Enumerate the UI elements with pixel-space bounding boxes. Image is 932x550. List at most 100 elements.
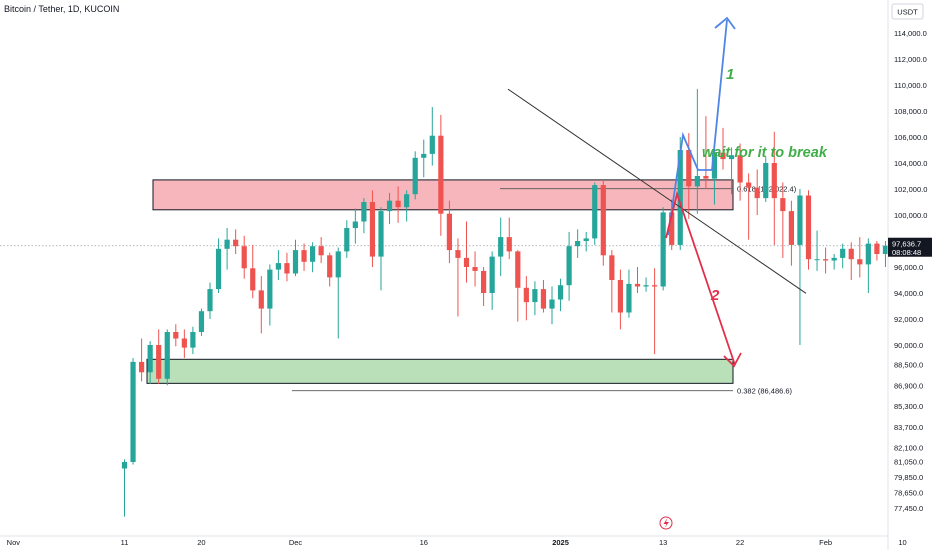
candle — [600, 179, 606, 266]
y-tick-label: 100,000.0 — [894, 211, 927, 220]
candle — [147, 341, 153, 384]
candle — [720, 127, 726, 170]
candle — [481, 267, 487, 306]
candle — [506, 217, 512, 260]
candle — [737, 143, 743, 201]
candle-body — [292, 250, 299, 274]
candle — [327, 252, 333, 287]
candle-body — [652, 285, 658, 287]
x-tick-label: Feb — [819, 538, 832, 547]
candle-body — [147, 345, 153, 373]
candle-body — [737, 155, 743, 183]
candle — [164, 329, 170, 386]
candle-body — [190, 332, 196, 348]
candle-body — [763, 163, 769, 199]
candle — [746, 173, 752, 240]
chart-title: Bitcoin / Tether, 1D, KUCOIN — [4, 4, 120, 14]
price-tag-value: 97,636.7 — [892, 240, 921, 249]
candle — [634, 267, 641, 293]
candle-body — [669, 212, 675, 245]
x-tick-label: Nov — [7, 538, 21, 547]
candle-body — [241, 246, 247, 269]
candle — [292, 239, 299, 277]
candle-body — [404, 194, 410, 208]
candle — [412, 151, 418, 200]
candle — [455, 238, 461, 317]
candle-body — [352, 221, 358, 228]
candle — [207, 282, 213, 319]
candle-body — [788, 211, 794, 245]
candle-body — [421, 153, 427, 158]
candle-body — [600, 185, 606, 256]
candle-body — [301, 250, 307, 262]
candle — [258, 276, 264, 334]
candle-body — [181, 338, 187, 348]
candle — [549, 286, 555, 325]
candle-body — [780, 198, 786, 212]
candle-body — [207, 289, 213, 312]
candle — [156, 329, 162, 384]
candle-body — [395, 200, 401, 208]
candle — [575, 229, 581, 258]
candle-body — [626, 283, 632, 313]
candle-body — [335, 251, 341, 278]
trendline — [507, 88, 807, 294]
candle-body — [771, 163, 777, 199]
candle-body — [139, 361, 145, 373]
candle — [814, 230, 820, 271]
candle-body — [831, 257, 837, 261]
candle — [301, 243, 307, 271]
candle-body — [583, 238, 589, 241]
currency-label: USDT — [897, 8, 918, 17]
y-tick-label: 106,000.0 — [894, 133, 927, 142]
candle — [446, 200, 452, 264]
candle-body — [840, 248, 846, 258]
wait-text: wait for it to break — [702, 145, 828, 161]
x-tick-label: 11 — [121, 538, 129, 547]
candle — [344, 220, 350, 258]
candle-body — [805, 195, 812, 260]
candle — [660, 207, 666, 291]
candle-body — [429, 135, 435, 154]
candle — [694, 88, 700, 214]
y-tick-label: 81,050.0 — [894, 457, 923, 466]
candle — [840, 243, 846, 269]
candle-body — [823, 259, 829, 261]
arrow-down-head — [723, 352, 742, 368]
y-tick-label: 110,000.0 — [894, 81, 927, 90]
candle-body — [754, 187, 760, 199]
y-tick-label: 96,000.0 — [894, 263, 923, 272]
candle-body — [549, 299, 555, 309]
candle — [592, 182, 598, 245]
y-tick-label: 88,500.0 — [894, 361, 923, 370]
lightning-circle — [659, 516, 673, 530]
candle-body — [874, 243, 880, 254]
x-tick-label: 13 — [659, 538, 667, 547]
candle-body — [361, 202, 367, 222]
candle — [797, 189, 803, 345]
candle — [805, 190, 812, 270]
x-tick-label: 22 — [736, 538, 744, 547]
support-zone — [146, 358, 734, 384]
candle-body — [703, 176, 709, 179]
projection-up-path — [667, 19, 728, 236]
candle — [310, 242, 316, 273]
candle — [788, 200, 794, 266]
candle-body — [566, 246, 572, 286]
y-tick-label: 77,450.0 — [894, 504, 923, 513]
candle-body — [164, 332, 170, 379]
candle — [728, 147, 735, 195]
x-tick-label: 16 — [420, 538, 428, 547]
candle-body — [498, 237, 504, 257]
y-tick-label: 85,300.0 — [894, 402, 923, 411]
lightning-bolt — [663, 518, 669, 528]
y-tick-label: 104,000.0 — [894, 159, 927, 168]
y-tick-label: 94,000.0 — [894, 289, 923, 298]
candle-body — [489, 256, 495, 293]
x-tick-label: Dec — [289, 538, 303, 547]
candle — [215, 238, 222, 293]
candle — [275, 250, 281, 280]
candle-body — [677, 150, 683, 245]
y-tick-label: 86,900.0 — [894, 381, 923, 390]
